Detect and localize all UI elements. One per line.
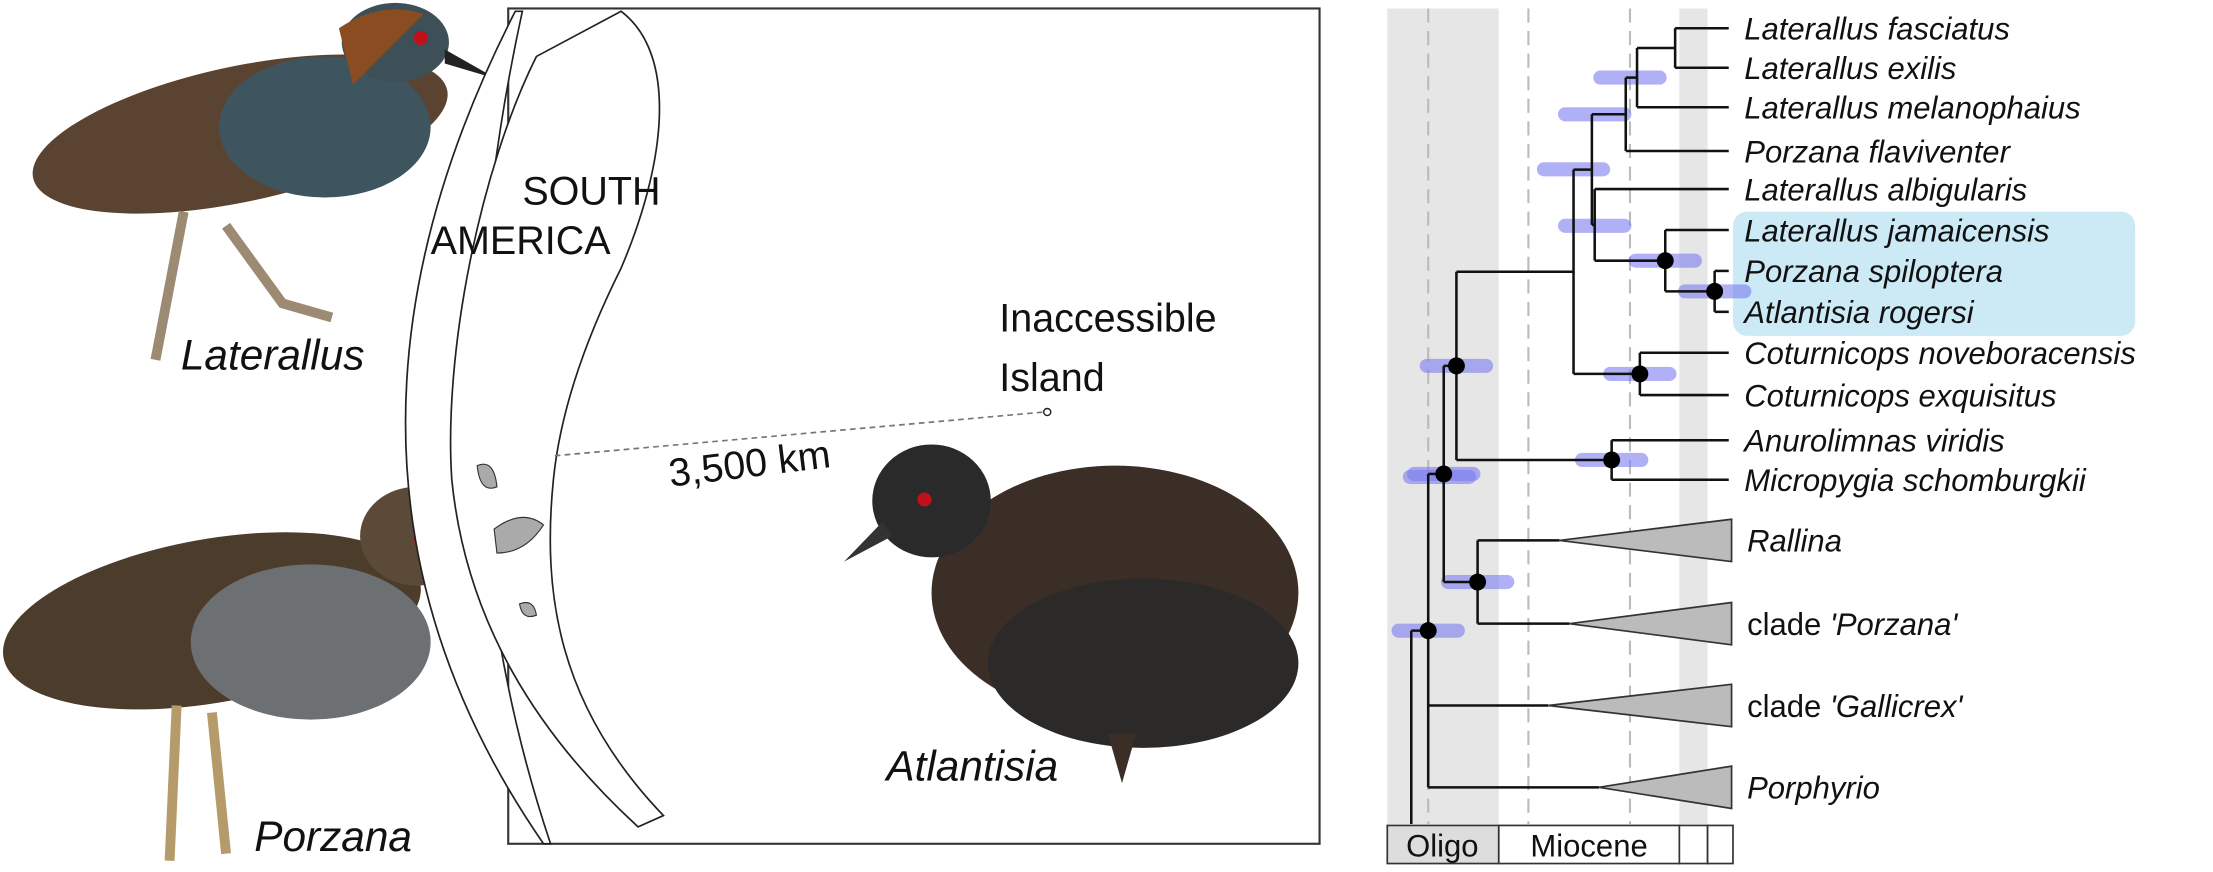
island-label: Inaccessible <box>999 297 1216 341</box>
tip-label-name: Porzana spiloptera <box>1744 254 2003 289</box>
island-dot <box>1043 407 1052 417</box>
collapsed-clade <box>1569 601 1733 646</box>
node-dot <box>1603 451 1621 469</box>
tip-label-name: Laterallus exilis <box>1744 51 1956 86</box>
tip-label-name: Laterallus fasciatus <box>1744 12 2010 47</box>
tip-label-name: Coturnicops exquisitus <box>1744 378 2056 413</box>
distance-line <box>554 411 1045 457</box>
bird-photo-porzana <box>3 486 495 861</box>
collapsed-clade <box>1598 765 1733 810</box>
island-label: Island <box>999 356 1104 400</box>
tip-label-name: Laterallus jamaicensis <box>1744 213 2049 248</box>
tip-label: clade 'Gallicrex' <box>1747 689 1963 724</box>
tip-label: Rallina <box>1747 524 1842 559</box>
node-dot <box>1435 465 1453 483</box>
tip-label: Laterallus fasciatus <box>1744 12 2010 47</box>
tip-label: Laterallus exilis <box>1744 51 1956 86</box>
bird-label: Laterallus <box>181 332 365 379</box>
tip-label: Micropygia schomburgkii <box>1744 463 2087 498</box>
bird-photo-atlantisia <box>844 444 1299 784</box>
tip-label: Laterallus jamaicensis <box>1744 213 2049 248</box>
tip-label-name: Atlantisia rogersi <box>1742 295 1974 330</box>
collapsed-clade <box>1548 683 1733 728</box>
node-dot <box>1419 622 1437 640</box>
tip-label-name: Micropygia schomburgkii <box>1744 463 2087 498</box>
tip-label-name: 'Gallicrex' <box>1830 689 1964 724</box>
tip-label-name: 'Porzana' <box>1830 607 1959 642</box>
tip-label-name: Laterallus albigularis <box>1744 172 2027 207</box>
bird-photo-laterallus <box>32 2 497 361</box>
phylogeny: Laterallus fasciatus Laterallus exilis Lat… <box>1391 12 2136 825</box>
tip-label-name: Laterallus melanophaius <box>1744 91 2080 126</box>
region-label: SOUTH <box>522 170 660 214</box>
time-scale <box>1386 824 1734 865</box>
node-dot <box>1656 252 1674 270</box>
tip-label: Porzana spiloptera <box>1744 254 2003 289</box>
tip-label: Coturnicops exquisitus <box>1744 378 2056 413</box>
epoch-label: Miocene <box>1530 828 1647 863</box>
tip-label-name: Rallina <box>1747 524 1842 559</box>
tip-label: Laterallus albigularis <box>1744 172 2027 207</box>
node-dot <box>1469 573 1487 591</box>
tip-label-name: Coturnicops noveboracensis <box>1744 336 2136 371</box>
tip-label: Porphyrio <box>1747 771 1880 806</box>
collapsed-clade <box>1559 518 1733 563</box>
tip-label: Coturnicops noveboracensis <box>1744 336 2136 371</box>
node-dot <box>1447 357 1465 375</box>
tip-label: Porzana flaviventer <box>1744 134 2011 169</box>
tip-label: Atlantisia rogersi <box>1742 295 1974 330</box>
tip-label: Anurolimnas viridis <box>1742 424 2004 459</box>
tip-label: clade 'Porzana' <box>1747 607 1958 642</box>
tip-label-name: Anurolimnas viridis <box>1742 424 2004 459</box>
tip-label-prefix: clade <box>1747 607 1821 642</box>
highlight-box <box>1732 211 2136 336</box>
node-dot <box>1631 365 1649 383</box>
region-label: AMERICA <box>431 219 612 263</box>
tip-label-name: Porphyrio <box>1747 771 1880 806</box>
epoch-label: Oligo <box>1406 828 1478 863</box>
node-dot <box>1706 282 1724 300</box>
bird-label: Porzana <box>254 813 412 860</box>
tip-label: Laterallus melanophaius <box>1744 91 2080 126</box>
tip-label-prefix: clade <box>1747 689 1821 724</box>
south-america-outline <box>449 10 665 828</box>
lakes <box>476 463 545 618</box>
bird-label: Atlantisia <box>883 742 1058 789</box>
tip-label-name: Porzana flaviventer <box>1744 134 2011 169</box>
